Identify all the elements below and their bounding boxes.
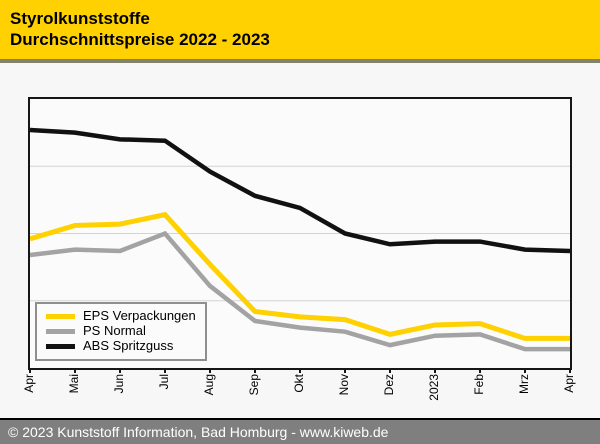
legend-line-swatch: [46, 328, 75, 334]
x-axis-tick: [29, 368, 31, 373]
legend-label: PS Normal: [83, 323, 146, 338]
legend-line-swatch: [46, 343, 75, 349]
series-line-abs-spritzguss: [30, 127, 570, 254]
series-line-ps-normal: [30, 230, 570, 352]
legend-item: ABS Spritzguss: [46, 339, 196, 353]
footer-divider: [0, 418, 600, 420]
legend-item: PS Normal: [46, 324, 196, 338]
x-axis-tick: [299, 368, 301, 373]
x-axis-tick: [74, 368, 76, 373]
x-axis-label: Jun: [112, 374, 126, 394]
chart-header: Styrolkunststoffe Durchschnittspreise 20…: [0, 0, 600, 59]
chart-legend: EPS Verpackungen PS Normal ABS Spritzguss: [35, 302, 207, 361]
copyright-text: © 2023 Kunststoff Information, Bad Hombu…: [8, 424, 389, 440]
x-axis-label: 2023: [427, 374, 441, 401]
x-axis-tick: [209, 368, 211, 373]
chart-title-line2: Durchschnittspreise 2022 - 2023: [10, 30, 270, 49]
x-axis-tick: [479, 368, 481, 373]
x-axis-tick: [119, 368, 121, 373]
line-chart-svg: [30, 127, 570, 352]
x-axis-tick: [389, 368, 391, 373]
legend-item: EPS Verpackungen: [46, 309, 196, 323]
x-axis-tick: [344, 368, 346, 373]
legend-label: EPS Verpackungen: [83, 308, 196, 323]
legend-label: ABS Spritzguss: [83, 338, 174, 353]
x-axis-label: Jul: [157, 374, 171, 390]
x-axis-tick: [569, 368, 571, 373]
x-axis-label: Nov: [337, 374, 351, 396]
x-axis-label: Mrz: [517, 374, 531, 394]
x-axis-label: Dez: [382, 374, 396, 396]
x-axis-label: Apr: [562, 374, 576, 393]
legend-line-swatch: [46, 313, 75, 319]
plot-area: EPS Verpackungen PS Normal ABS Spritzguss: [28, 97, 572, 370]
x-axis-tick: [524, 368, 526, 373]
chart-title-line1: Styrolkunststoffe: [10, 9, 150, 28]
x-axis-label: Mai: [67, 374, 81, 394]
header-divider: [0, 59, 600, 63]
x-axis-tick: [254, 368, 256, 373]
series-line-eps-verpackungen: [30, 211, 570, 341]
footer-bar: © 2023 Kunststoff Information, Bad Hombu…: [0, 420, 600, 444]
x-axis-label: Feb: [472, 374, 486, 395]
x-axis-label: Okt: [292, 374, 306, 393]
x-axis-tick: [164, 368, 166, 373]
x-axis-tick: [434, 368, 436, 373]
x-axis-label: Apr: [22, 374, 36, 393]
x-axis-label: Sep: [247, 374, 261, 396]
x-axis-label: Aug: [202, 374, 216, 396]
